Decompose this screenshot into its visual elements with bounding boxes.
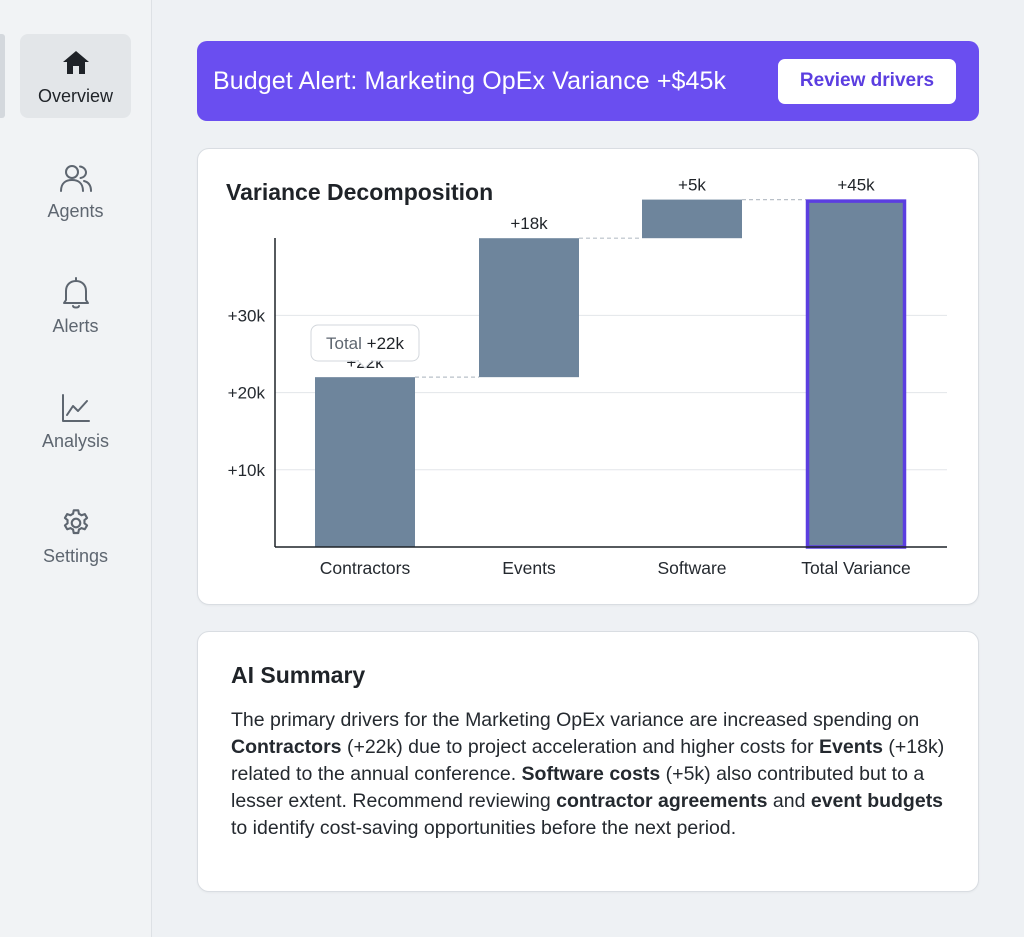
bar-value-label: +18k — [510, 214, 548, 233]
x-category-label: Events — [502, 558, 556, 578]
bar-software — [642, 199, 742, 239]
active-indicator — [0, 34, 5, 118]
summary-text: The primary drivers for the Marketing Op… — [231, 707, 951, 842]
summary-segment: The primary drivers for the Marketing Op… — [231, 709, 920, 731]
ai-summary-card: AI Summary The primary drivers for the M… — [197, 631, 979, 892]
bar-events — [479, 238, 579, 378]
users-icon — [59, 161, 93, 195]
sidebar-item-label: Alerts — [52, 315, 99, 336]
gear-icon — [59, 506, 93, 540]
bar-value-label: +5k — [678, 176, 706, 195]
sidebar-item-label: Settings — [42, 545, 109, 566]
sidebar-item-overview[interactable]: Overview — [20, 34, 131, 118]
summary-segment: and — [767, 790, 811, 812]
tooltip-pointer-mask — [359, 359, 371, 362]
sidebar-item-label: Analysis — [41, 430, 110, 451]
summary-segment: to identify cost-saving opportunities be… — [231, 817, 737, 839]
tooltip-prefix: Total — [326, 334, 367, 353]
bar-value-label: +45k — [837, 176, 875, 195]
tooltip-value: +22k — [367, 334, 405, 353]
summary-highlight: Contractors — [231, 736, 342, 758]
bar-total-variance — [805, 199, 907, 549]
summary-highlight: Events — [819, 736, 883, 758]
review-drivers-button[interactable]: Review drivers — [778, 58, 956, 104]
summary-highlight: contractor agreements — [556, 790, 768, 812]
sidebar-item-alerts[interactable]: Alerts — [20, 264, 131, 348]
chart-title: Variance Decomposition — [226, 179, 494, 205]
x-category-label: Total Variance — [801, 558, 911, 578]
bell-icon — [59, 276, 93, 310]
summary-segment: (+18k) related to the annual conference. — [231, 736, 945, 785]
y-tick-label: +30k — [228, 306, 266, 325]
x-category-label: Software — [657, 558, 726, 578]
alert-title: Budget Alert: Marketing OpEx Variance +$… — [213, 66, 727, 95]
summary-segment: (+5k) also contributed but to a lesser e… — [231, 763, 925, 812]
sidebar-item-label: Agents — [47, 200, 104, 221]
budget-alert-banner: Budget Alert: Marketing OpEx Variance +$… — [197, 41, 979, 121]
waterfall-chart: +10k +20k +30k +22k Contractors +18k Events +5k… — [228, 176, 947, 578]
y-tick-label: +20k — [228, 384, 266, 403]
x-category-label: Contractors — [320, 558, 411, 578]
sidebar-item-label: Overview — [37, 85, 113, 106]
main-content: Budget Alert: Marketing OpEx Variance +$… — [152, 0, 1024, 937]
summary-highlight: event budgets — [810, 790, 944, 812]
sidebar-item-agents[interactable]: Agents — [20, 149, 131, 233]
variance-chart-card: Variance Decomposition +10k +20k +30k +22k C… — [197, 148, 979, 605]
y-tick-label: +10k — [228, 461, 266, 480]
summary-segment: (+22k) due to project acceleration and h… — [341, 736, 820, 758]
summary-title: AI Summary — [231, 662, 366, 688]
summary-highlight: Software costs — [521, 763, 661, 785]
sidebar: Overview Agents Alerts — [0, 0, 152, 937]
line-chart-icon — [59, 391, 93, 425]
home-icon — [59, 46, 93, 80]
tooltip-text: Total +22k — [326, 334, 404, 353]
sidebar-item-analysis[interactable]: Analysis — [20, 379, 131, 463]
sidebar-item-settings[interactable]: Settings — [20, 494, 131, 578]
bar-contractors — [315, 377, 415, 547]
